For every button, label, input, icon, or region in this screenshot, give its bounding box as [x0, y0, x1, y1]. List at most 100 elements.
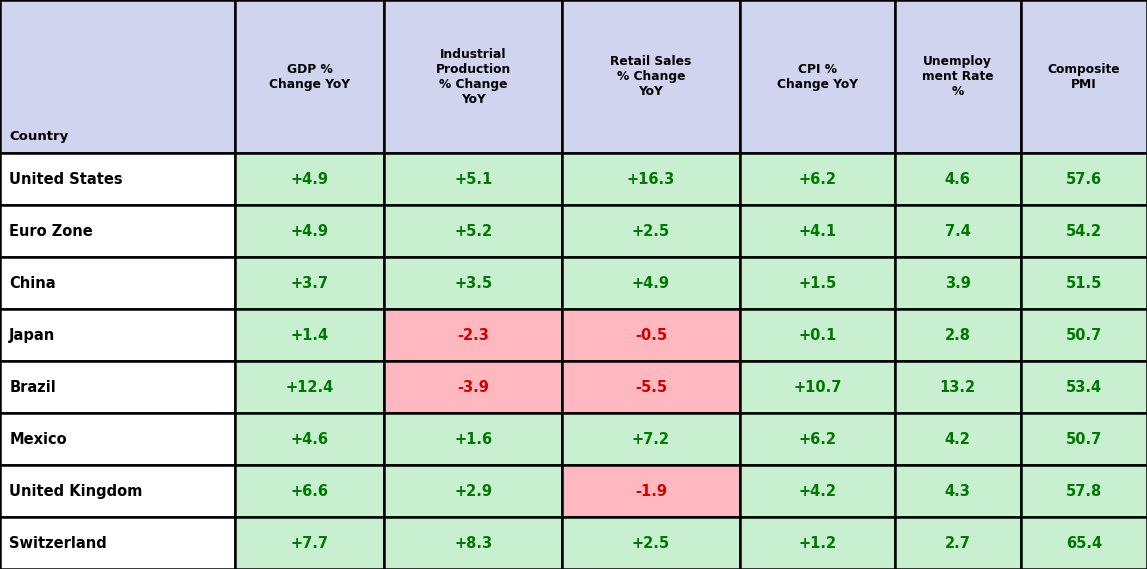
Text: -5.5: -5.5	[634, 380, 668, 394]
FancyBboxPatch shape	[384, 465, 562, 517]
FancyBboxPatch shape	[384, 413, 562, 465]
Text: 4.3: 4.3	[945, 484, 970, 498]
Text: +7.7: +7.7	[290, 535, 329, 550]
FancyBboxPatch shape	[235, 205, 384, 257]
FancyBboxPatch shape	[562, 517, 740, 569]
Text: CPI %
Change YoY: CPI % Change YoY	[777, 63, 858, 90]
Text: +10.7: +10.7	[793, 380, 842, 394]
Text: China: China	[9, 275, 56, 291]
Text: 51.5: 51.5	[1066, 275, 1102, 291]
FancyBboxPatch shape	[0, 257, 235, 309]
FancyBboxPatch shape	[895, 517, 1021, 569]
Text: +6.6: +6.6	[290, 484, 329, 498]
FancyBboxPatch shape	[0, 0, 235, 153]
Text: 7.4: 7.4	[945, 224, 970, 238]
Text: 13.2: 13.2	[939, 380, 976, 394]
Text: 50.7: 50.7	[1066, 431, 1102, 447]
Text: +0.1: +0.1	[798, 328, 836, 343]
Text: +1.5: +1.5	[798, 275, 836, 291]
FancyBboxPatch shape	[235, 0, 384, 153]
FancyBboxPatch shape	[740, 517, 895, 569]
FancyBboxPatch shape	[0, 465, 235, 517]
Text: +1.6: +1.6	[454, 431, 492, 447]
FancyBboxPatch shape	[0, 517, 235, 569]
FancyBboxPatch shape	[740, 257, 895, 309]
Text: Japan: Japan	[9, 328, 55, 343]
FancyBboxPatch shape	[895, 0, 1021, 153]
FancyBboxPatch shape	[235, 257, 384, 309]
FancyBboxPatch shape	[1021, 153, 1147, 205]
Text: +3.5: +3.5	[454, 275, 492, 291]
FancyBboxPatch shape	[235, 153, 384, 205]
Text: +8.3: +8.3	[454, 535, 492, 550]
Text: United Kingdom: United Kingdom	[9, 484, 142, 498]
Text: 53.4: 53.4	[1066, 380, 1102, 394]
Text: 3.9: 3.9	[945, 275, 970, 291]
Text: +7.2: +7.2	[632, 431, 670, 447]
FancyBboxPatch shape	[1021, 465, 1147, 517]
FancyBboxPatch shape	[895, 257, 1021, 309]
Text: +4.9: +4.9	[290, 224, 329, 238]
Text: Mexico: Mexico	[9, 431, 67, 447]
FancyBboxPatch shape	[740, 309, 895, 361]
Text: 2.8: 2.8	[945, 328, 970, 343]
FancyBboxPatch shape	[740, 205, 895, 257]
FancyBboxPatch shape	[895, 205, 1021, 257]
Text: Brazil: Brazil	[9, 380, 56, 394]
Text: +12.4: +12.4	[286, 380, 334, 394]
Text: +1.4: +1.4	[290, 328, 329, 343]
FancyBboxPatch shape	[384, 309, 562, 361]
FancyBboxPatch shape	[1021, 361, 1147, 413]
FancyBboxPatch shape	[895, 153, 1021, 205]
Text: 54.2: 54.2	[1066, 224, 1102, 238]
FancyBboxPatch shape	[562, 153, 740, 205]
FancyBboxPatch shape	[562, 309, 740, 361]
Text: -3.9: -3.9	[458, 380, 489, 394]
Text: +4.9: +4.9	[632, 275, 670, 291]
Text: 57.6: 57.6	[1066, 172, 1102, 187]
Text: United States: United States	[9, 172, 123, 187]
FancyBboxPatch shape	[740, 361, 895, 413]
Text: Country: Country	[9, 130, 69, 143]
FancyBboxPatch shape	[740, 0, 895, 153]
FancyBboxPatch shape	[0, 205, 235, 257]
FancyBboxPatch shape	[1021, 413, 1147, 465]
FancyBboxPatch shape	[562, 205, 740, 257]
FancyBboxPatch shape	[0, 413, 235, 465]
Text: Industrial
Production
% Change
YoY: Industrial Production % Change YoY	[436, 48, 510, 106]
FancyBboxPatch shape	[1021, 0, 1147, 153]
Text: -1.9: -1.9	[635, 484, 666, 498]
Text: 2.7: 2.7	[945, 535, 970, 550]
Text: +4.1: +4.1	[798, 224, 836, 238]
Text: +5.2: +5.2	[454, 224, 492, 238]
Text: 57.8: 57.8	[1066, 484, 1102, 498]
FancyBboxPatch shape	[235, 517, 384, 569]
FancyBboxPatch shape	[384, 257, 562, 309]
FancyBboxPatch shape	[0, 153, 235, 205]
FancyBboxPatch shape	[562, 413, 740, 465]
FancyBboxPatch shape	[1021, 309, 1147, 361]
FancyBboxPatch shape	[384, 517, 562, 569]
FancyBboxPatch shape	[895, 309, 1021, 361]
FancyBboxPatch shape	[740, 413, 895, 465]
FancyBboxPatch shape	[384, 205, 562, 257]
Text: +4.2: +4.2	[798, 484, 836, 498]
Text: +3.7: +3.7	[290, 275, 329, 291]
FancyBboxPatch shape	[895, 465, 1021, 517]
Text: GDP %
Change YoY: GDP % Change YoY	[270, 63, 350, 90]
Text: Euro Zone: Euro Zone	[9, 224, 93, 238]
Text: +4.9: +4.9	[290, 172, 329, 187]
Text: +2.5: +2.5	[632, 224, 670, 238]
FancyBboxPatch shape	[1021, 517, 1147, 569]
FancyBboxPatch shape	[1021, 205, 1147, 257]
FancyBboxPatch shape	[562, 361, 740, 413]
FancyBboxPatch shape	[895, 361, 1021, 413]
Text: 4.6: 4.6	[945, 172, 970, 187]
FancyBboxPatch shape	[235, 465, 384, 517]
Text: +4.6: +4.6	[290, 431, 329, 447]
FancyBboxPatch shape	[562, 465, 740, 517]
Text: +5.1: +5.1	[454, 172, 492, 187]
Text: -0.5: -0.5	[634, 328, 668, 343]
Text: Retail Sales
% Change
YoY: Retail Sales % Change YoY	[610, 55, 692, 98]
Text: Switzerland: Switzerland	[9, 535, 107, 550]
